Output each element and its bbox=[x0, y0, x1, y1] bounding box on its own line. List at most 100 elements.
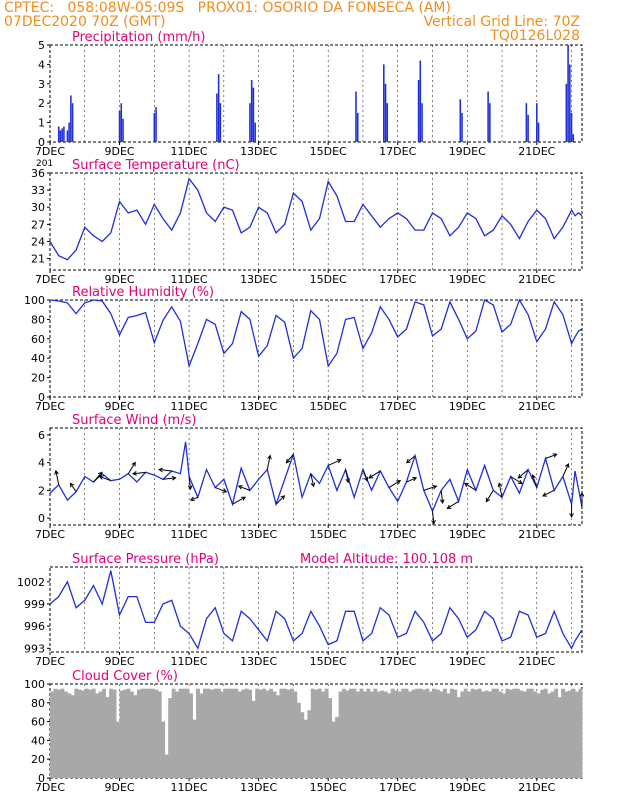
precip-bar bbox=[527, 114, 529, 142]
wind-arrow-head bbox=[336, 458, 342, 464]
cloud-bar bbox=[279, 688, 284, 778]
wind-arrow bbox=[532, 474, 538, 488]
cloud-bar bbox=[418, 688, 423, 778]
x-tick-label: 9DEC bbox=[104, 145, 134, 158]
x-tick-label: 13DEC bbox=[240, 655, 277, 668]
x-tick-label: 7DEC bbox=[35, 400, 65, 413]
precip-bar bbox=[386, 103, 389, 142]
wind-arrow-head bbox=[579, 491, 585, 497]
cloud-bar bbox=[505, 688, 510, 778]
y-tick-label: 40 bbox=[31, 352, 45, 365]
cloud-bar bbox=[352, 688, 357, 778]
panel-2 bbox=[47, 298, 583, 400]
cloud-bar bbox=[276, 695, 280, 778]
cloud-bar bbox=[324, 688, 329, 778]
cloud-bar bbox=[178, 688, 183, 778]
x-tick-label: 19DEC bbox=[449, 273, 486, 286]
precip-bar bbox=[120, 103, 123, 142]
cloud-bar bbox=[133, 695, 138, 778]
cloud-bar bbox=[168, 698, 173, 778]
series-line bbox=[49, 177, 583, 261]
cloud-bar bbox=[258, 689, 263, 778]
cloud-bar bbox=[453, 689, 458, 778]
precip-bar bbox=[489, 103, 491, 142]
cloud-bar bbox=[519, 690, 524, 778]
precip-bar bbox=[419, 60, 422, 142]
cloud-bar bbox=[449, 688, 454, 778]
wind-arrow-head bbox=[267, 454, 272, 460]
x-tick-label: 11DEC bbox=[171, 273, 208, 286]
cloud-bar bbox=[564, 691, 569, 778]
y-tick-label: 4 bbox=[38, 457, 45, 470]
cloud-bar bbox=[533, 691, 538, 778]
cloud-bar bbox=[185, 688, 190, 778]
precip-bar bbox=[122, 118, 124, 142]
y-tick-label: 20 bbox=[31, 372, 45, 385]
wind-arrow-head bbox=[497, 482, 503, 488]
cloud-bar bbox=[199, 693, 204, 778]
x-tick-label: 15DEC bbox=[310, 655, 347, 668]
panel-5 bbox=[47, 683, 583, 781]
y-tick-label: 5 bbox=[38, 39, 45, 52]
cloud-bar bbox=[529, 688, 534, 778]
x-tick-label: 15DEC bbox=[310, 145, 347, 158]
cloud-bar bbox=[300, 712, 305, 778]
wind-arrow bbox=[310, 473, 315, 487]
cloud-bar bbox=[369, 691, 374, 778]
x-tick-label: 21DEC bbox=[518, 528, 555, 541]
cloud-bar bbox=[91, 688, 96, 778]
panel-title: Cloud Cover (%) bbox=[72, 669, 178, 684]
panel-title: Surface Wind (m/s) bbox=[72, 413, 196, 428]
wind-arrow-head bbox=[222, 488, 228, 493]
cloud-bar bbox=[248, 689, 253, 778]
cloud-bar bbox=[129, 691, 134, 778]
wind-arrow bbox=[431, 511, 435, 524]
x-tick-label: 15DEC bbox=[310, 781, 347, 794]
cloud-bar bbox=[404, 688, 409, 778]
cloud-bar bbox=[209, 689, 214, 778]
wind-arrow bbox=[238, 485, 251, 491]
cloud-bar bbox=[230, 688, 235, 778]
wind-arrow bbox=[485, 490, 494, 502]
precip-bar bbox=[250, 79, 253, 142]
x-tick-label: 13DEC bbox=[240, 145, 277, 158]
wind-arrow-head bbox=[131, 471, 137, 476]
cloud-bar bbox=[498, 691, 503, 778]
x-tick-label: 11DEC bbox=[171, 528, 208, 541]
x-tick-label: 13DEC bbox=[240, 273, 277, 286]
series-line bbox=[49, 570, 583, 650]
panel-0 bbox=[47, 44, 583, 145]
cloud-bar bbox=[376, 691, 381, 778]
wind-arrow-head bbox=[564, 462, 570, 468]
x-tick-label: 7DEC bbox=[35, 273, 65, 286]
cloud-bar bbox=[508, 689, 513, 778]
y-tick-label: 0 bbox=[38, 772, 45, 785]
cloud-bar bbox=[575, 691, 579, 778]
precip-bar bbox=[525, 103, 528, 142]
cloud-bar bbox=[244, 688, 249, 778]
precip-bar bbox=[118, 110, 121, 142]
y-tick-label: 4 bbox=[38, 58, 45, 71]
cloud-bar bbox=[543, 688, 548, 778]
panel-title: Surface Pressure (hPa) bbox=[72, 552, 219, 567]
x-tick-label: 11DEC bbox=[171, 400, 208, 413]
x-tick-label: 9DEC bbox=[104, 528, 134, 541]
y-tick-label: 100 bbox=[24, 294, 45, 307]
x-tick-label: 13DEC bbox=[240, 781, 277, 794]
cloud-bar bbox=[196, 688, 200, 778]
wind-arrow-head bbox=[131, 461, 136, 467]
wind-arrow bbox=[562, 463, 569, 477]
cloud-bar bbox=[182, 688, 187, 778]
cloud-bar bbox=[255, 688, 260, 778]
cloud-bar bbox=[526, 688, 531, 778]
cloud-bar bbox=[140, 688, 145, 778]
cloud-bar bbox=[241, 689, 246, 778]
cloud-bar bbox=[355, 691, 360, 778]
cloud-bar bbox=[74, 688, 79, 778]
cloud-bar bbox=[98, 691, 103, 778]
cloud-bar bbox=[481, 691, 486, 778]
x-tick-label: 17DEC bbox=[379, 145, 416, 158]
cloud-bar bbox=[234, 688, 239, 778]
y-tick-label: 1002 bbox=[17, 576, 45, 589]
x-tick-label: 19DEC bbox=[449, 781, 486, 794]
